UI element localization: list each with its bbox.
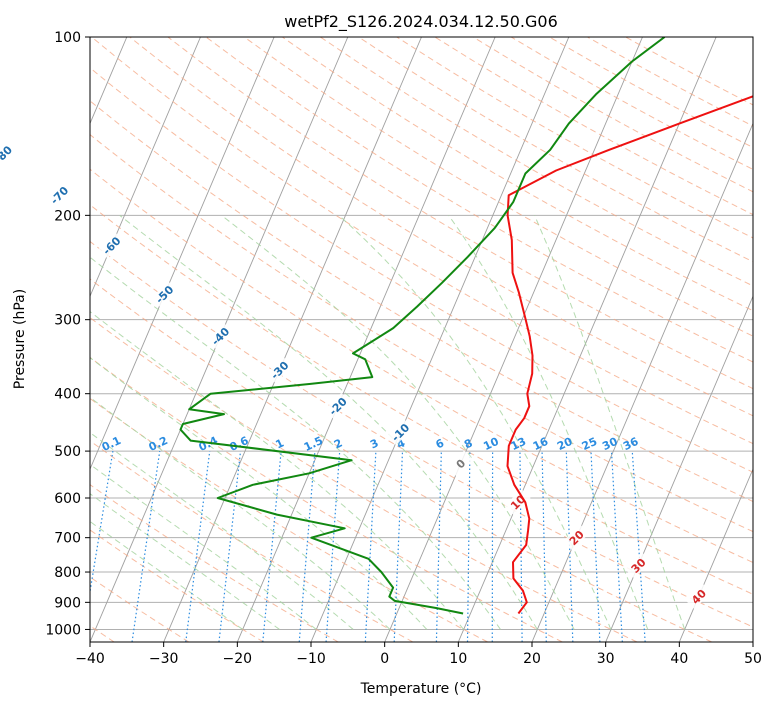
x-tick-label: 0	[380, 651, 389, 667]
moist-adiabat	[119, 214, 538, 630]
x-tick-label: −30	[149, 651, 179, 667]
isotherm-label-bg	[266, 356, 293, 383]
moist-adiabat	[448, 215, 649, 630]
temperature-line	[506, 95, 753, 615]
moist-adiabat	[90, 396, 391, 630]
x-tick-label: 10	[449, 651, 467, 667]
mixing-ratio-label: 13	[509, 435, 528, 453]
isotherm-line	[90, 37, 201, 298]
dewpoint-line	[179, 37, 666, 615]
x-tick-label: −20	[223, 651, 253, 667]
y-tick-label: 300	[54, 313, 81, 329]
isotherm-label-bg	[563, 524, 590, 551]
dry-adiabat	[90, 356, 563, 642]
isotherm-line	[163, 37, 422, 642]
y-tick-label: 200	[54, 208, 81, 224]
mixing-ratio-line	[131, 451, 161, 642]
mixing-ratio-label: 20	[555, 435, 575, 453]
y-tick-label: 500	[54, 444, 81, 460]
dry-adiabat	[129, 37, 753, 417]
x-tick-label: 50	[744, 651, 762, 667]
moist-adiabat	[221, 214, 575, 630]
dry-adiabat	[90, 317, 638, 642]
y-tick-label: 900	[54, 595, 81, 611]
isotherm-label-bg	[150, 281, 178, 308]
moist-adiabat	[90, 493, 280, 630]
y-tick-label: 1000	[45, 622, 81, 638]
y-tick-label: 400	[54, 387, 81, 403]
isotherm-label-bg	[624, 552, 652, 579]
moist-adiabat	[338, 214, 612, 630]
isotherm-label-bg	[386, 418, 414, 446]
mixing-ratio-line	[185, 451, 211, 642]
chart-title: wetPf2_S126.2024.034.12.50.G06	[284, 12, 558, 32]
plot-frame	[89, 36, 754, 643]
mixing-ratio-line	[218, 451, 242, 642]
dry-adiabat	[243, 37, 753, 337]
x-tick-label: −10	[296, 651, 326, 667]
axes: −40 −30 −20 −10 0 10 20 30 40 50 100 200 300 400 500 60…	[45, 30, 762, 667]
x-tick-label: 20	[523, 651, 541, 667]
mixing-ratio-label: 16	[531, 435, 551, 453]
moist-adiabat	[90, 520, 243, 630]
x-axis-label: Temperature (°C)	[360, 681, 482, 697]
x-tick-label: 40	[670, 651, 688, 667]
mixing-ratio-label: 30	[600, 435, 620, 453]
moist-adiabat	[90, 463, 317, 630]
isotherm-label-bg	[45, 181, 73, 209]
dry-adiabat	[90, 278, 712, 642]
dry-adiabat	[90, 397, 488, 642]
isotherm-line	[678, 467, 753, 642]
mixing-ratio-label: 10	[481, 435, 501, 453]
y-tick-label: 600	[54, 491, 81, 507]
isotherm-label-bg	[504, 488, 531, 516]
background-lines	[90, 37, 753, 642]
isotherm-label-bg	[447, 450, 474, 477]
x-tick-label: 30	[597, 651, 615, 667]
isotherm-label-bg	[98, 232, 125, 259]
profile-lines	[179, 37, 753, 615]
x-tick-label: −40	[75, 651, 105, 667]
dry-adiabat	[90, 100, 753, 503]
dry-adiabat	[90, 529, 264, 642]
isotherm-label-bg	[324, 392, 351, 419]
y-tick-label: 800	[54, 565, 81, 581]
mixing-ratio-label: 36	[621, 435, 641, 453]
isotherm-label-bg	[0, 141, 16, 168]
mixing-ratio-line	[90, 451, 114, 596]
y-axis-label: Pressure (hPa)	[12, 289, 28, 389]
y-tick-label: 700	[54, 531, 81, 547]
isotherm-line	[384, 37, 643, 642]
dry-adiabat	[282, 37, 753, 312]
moist-adiabat	[90, 310, 465, 630]
dry-adiabat	[90, 168, 753, 564]
dry-adiabat	[90, 484, 339, 642]
isotherm-line	[236, 37, 496, 642]
y-tick-label: 100	[54, 30, 81, 46]
isotherm-line	[605, 295, 753, 642]
isotherm-line	[457, 37, 717, 642]
moist-adiabat	[90, 256, 501, 630]
mixing-ratio-label: 25	[580, 435, 599, 453]
isotherm-label-bg	[206, 322, 234, 350]
isotherm-line	[90, 37, 275, 471]
isotherm-label-bg	[685, 583, 712, 610]
dry-adiabat	[90, 133, 753, 533]
dry-adiabat	[90, 204, 753, 595]
